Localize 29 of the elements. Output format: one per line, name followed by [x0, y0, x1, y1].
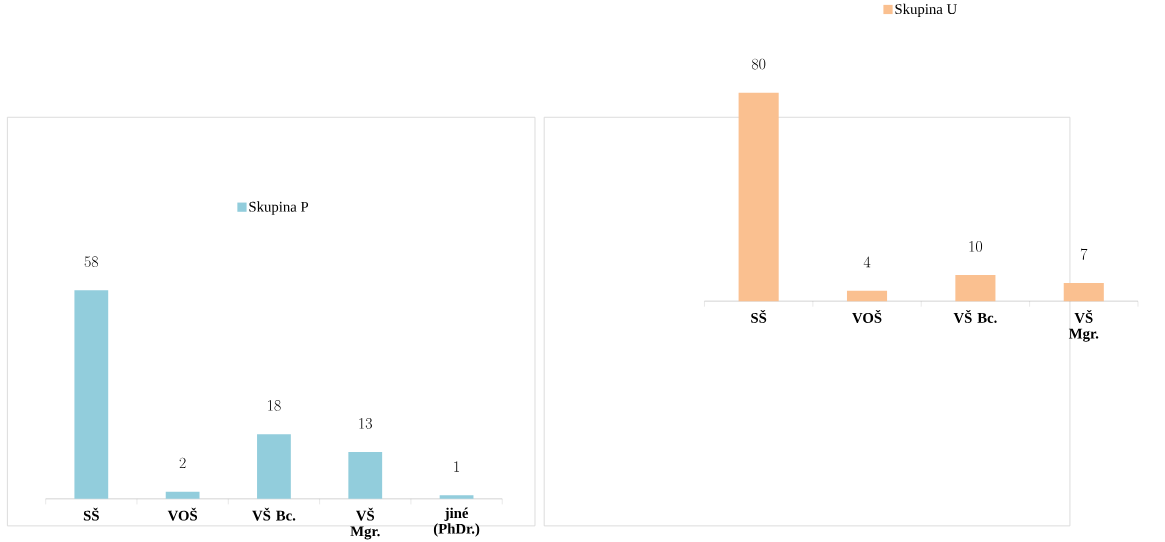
data-label: 1 — [454, 461, 460, 472]
data-label: 18 — [268, 399, 281, 411]
x-tick-label: SŠ — [83, 507, 99, 521]
bar — [165, 491, 200, 499]
bar — [846, 290, 888, 301]
x-tick-label: VŠ Bc. — [953, 309, 997, 323]
x-tick-label: SŠ — [751, 309, 767, 323]
x-tick-label: VOŠ — [167, 507, 198, 521]
legend-label: Skupina P — [249, 201, 309, 215]
legend-label: Skupina U — [895, 3, 957, 17]
data-label: 58 — [84, 256, 99, 267]
data-label: 13 — [359, 417, 372, 429]
bar — [348, 451, 383, 499]
data-label: 7 — [1080, 248, 1088, 260]
data-label: 10 — [969, 240, 983, 252]
x-tick-label: jiné (PhDr.) — [433, 507, 480, 537]
data-label: 80 — [751, 58, 766, 70]
x-tick-label: VOŠ — [852, 309, 882, 323]
bar — [74, 290, 109, 499]
x-tick-label: VŠ Bc. — [252, 507, 296, 521]
bar — [1063, 282, 1104, 301]
x-tick-label: VŠ Mgr. — [350, 507, 380, 540]
data-label: 2 — [179, 457, 186, 468]
bar — [738, 92, 779, 301]
bar — [257, 433, 291, 499]
x-tick-label: VŠ Mgr. — [1068, 309, 1099, 342]
data-label: 4 — [863, 256, 871, 267]
bar — [439, 495, 474, 499]
bar — [955, 274, 996, 301]
